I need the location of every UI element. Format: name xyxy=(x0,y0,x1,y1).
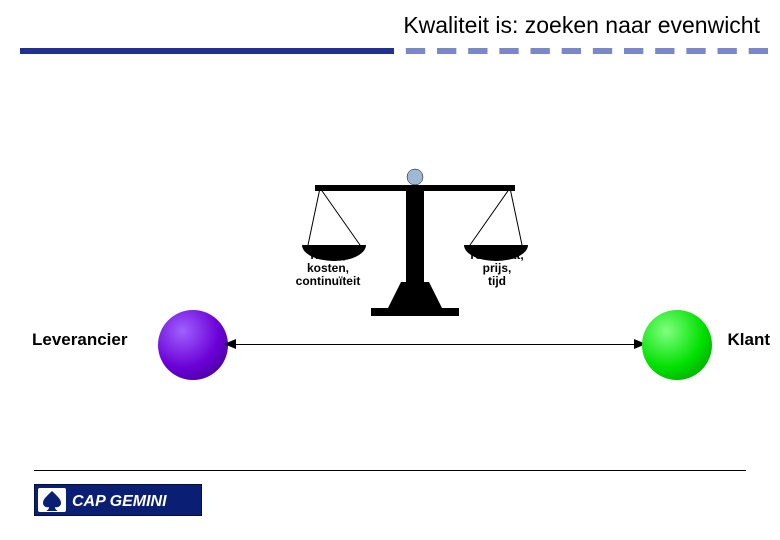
slide-title: Kwaliteit is: zoeken naar evenwicht xyxy=(20,12,760,39)
title-separator xyxy=(20,48,768,54)
slide: Kwaliteit is: zoeken naar evenwicht risi… xyxy=(0,0,780,540)
customer-ball-icon xyxy=(642,310,712,380)
axis-line xyxy=(235,344,635,345)
svg-text:CAP GEMINI: CAP GEMINI xyxy=(72,493,167,510)
customer-label: Klant xyxy=(728,330,771,350)
capgemini-logo: CAP GEMINI xyxy=(34,484,202,516)
scale-left-labels: risico, kosten, continuïteit xyxy=(288,249,368,289)
supplier-ball-icon xyxy=(158,310,228,380)
supplier-customer-axis: Leverancier Klant xyxy=(0,310,780,390)
supplier-label: Leverancier xyxy=(32,330,127,350)
balance-scale-icon xyxy=(300,150,530,320)
balance-scale-diagram: risico, kosten, continuïteit resultaat, … xyxy=(300,150,530,320)
scale-right-labels: resultaat, prijs, tijd xyxy=(460,249,534,289)
arrow-left-icon xyxy=(224,339,236,349)
scale-right-line3: tijd xyxy=(460,275,534,288)
footer-divider xyxy=(34,470,746,471)
scale-left-line3: continuïteit xyxy=(288,275,368,288)
